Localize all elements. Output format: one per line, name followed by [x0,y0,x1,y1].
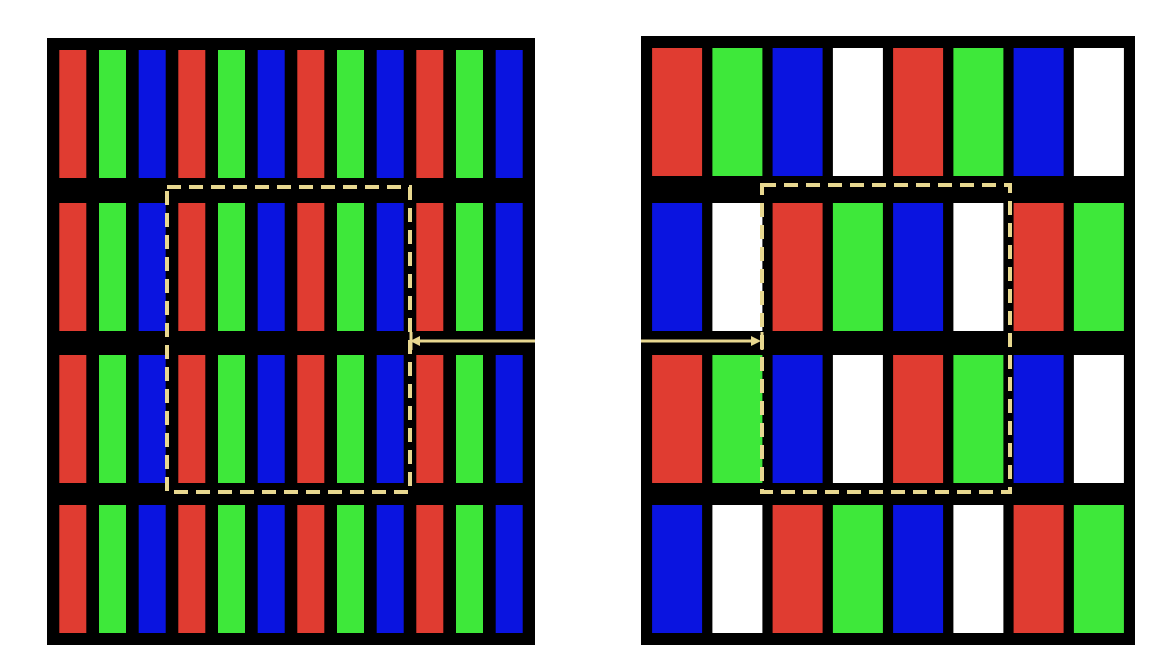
blue-subpixel [138,203,166,331]
red-subpixel [1013,203,1064,331]
red-subpixel [416,50,444,178]
red-subpixel [178,203,206,331]
white-subpixel [712,505,763,633]
left-arrow-head-icon [410,336,420,346]
red-subpixel [297,203,325,331]
blue-subpixel [257,355,285,483]
blue-subpixel [376,505,404,633]
red-subpixel [59,203,87,331]
blue-subpixel [376,203,404,331]
red-subpixel [297,505,325,633]
blue-subpixel [495,355,523,483]
green-subpixel [712,355,763,483]
red-subpixel [652,355,703,483]
red-subpixel [178,355,206,483]
blue-subpixel [495,50,523,178]
blue-subpixel [652,505,703,633]
blue-subpixel [257,50,285,178]
blue-subpixel [257,203,285,331]
red-subpixel [59,505,87,633]
white-subpixel [832,355,883,483]
white-subpixel [1073,48,1124,176]
green-subpixel [337,50,364,178]
green-subpixel [832,505,883,633]
red-subpixel [893,48,944,176]
red-subpixel [893,355,944,483]
blue-subpixel [495,203,523,331]
blue-subpixel [376,50,404,178]
rgbw-panel [641,36,1135,645]
green-subpixel [218,505,245,633]
blue-subpixel [893,505,944,633]
blue-subpixel [138,355,166,483]
blue-subpixel [652,203,703,331]
blue-subpixel [1013,355,1064,483]
green-subpixel [99,203,126,331]
right-arrow-head-icon [751,336,761,346]
green-subpixel [218,203,245,331]
red-subpixel [652,48,703,176]
blue-subpixel [138,50,166,178]
white-subpixel [953,203,1004,331]
green-subpixel [99,50,126,178]
pixel-highlight-box [165,185,412,494]
green-subpixel [456,203,483,331]
green-subpixel [456,505,483,633]
red-subpixel [416,505,444,633]
green-subpixel [218,355,245,483]
red-subpixel [297,50,325,178]
red-subpixel [416,203,444,331]
red-subpixel [178,50,206,178]
green-subpixel [1073,203,1124,331]
green-subpixel [337,355,364,483]
green-subpixel [456,355,483,483]
red-subpixel [772,505,823,633]
green-subpixel [337,203,364,331]
red-subpixel [1013,505,1064,633]
white-subpixel [712,203,763,331]
blue-subpixel [893,203,944,331]
green-subpixel [99,355,126,483]
blue-subpixel [772,355,823,483]
green-subpixel [337,505,364,633]
red-subpixel [59,50,87,178]
blue-subpixel [376,355,404,483]
white-subpixel [1073,355,1124,483]
blue-subpixel [1013,48,1064,176]
red-subpixel [297,355,325,483]
white-subpixel [832,48,883,176]
green-subpixel [953,48,1004,176]
blue-subpixel [772,48,823,176]
green-subpixel [218,50,245,178]
blue-subpixel [257,505,285,633]
red-subpixel [59,355,87,483]
blue-subpixel [495,505,523,633]
red-subpixel [178,505,206,633]
blue-subpixel [138,505,166,633]
green-subpixel [832,203,883,331]
red-subpixel [416,355,444,483]
white-subpixel [953,505,1004,633]
red-subpixel [772,203,823,331]
green-subpixel [456,50,483,178]
green-subpixel [953,355,1004,483]
green-subpixel [1073,505,1124,633]
green-subpixel [99,505,126,633]
green-subpixel [712,48,763,176]
